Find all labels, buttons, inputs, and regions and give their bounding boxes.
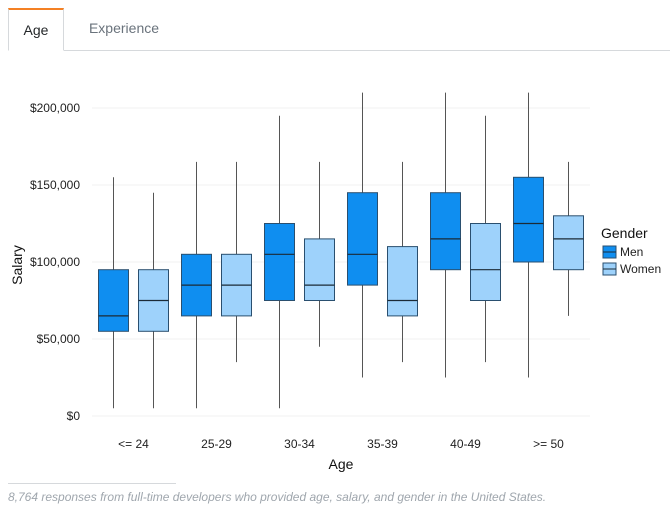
box-men (347, 192, 378, 286)
x-tick-label: 25-29 (201, 437, 232, 451)
x-axis-title: Age (329, 456, 354, 472)
y-tick-label: $50,000 (37, 332, 81, 346)
x-tick-label: 30-34 (284, 437, 315, 451)
box-men (513, 176, 544, 263)
box-women (553, 215, 584, 271)
legend-title: Gender (601, 225, 648, 241)
box-women (470, 223, 501, 301)
y-tick-label: $0 (67, 409, 81, 423)
legend-label-women: Women (620, 262, 661, 276)
tab-bar: Age Experience (8, 8, 670, 51)
y-axis-title: Salary (9, 245, 25, 285)
y-tick-label: $200,000 (30, 101, 80, 115)
legend-label-men: Men (620, 245, 643, 259)
x-tick-label: <= 24 (118, 437, 149, 451)
box-women (304, 238, 335, 301)
tab-age[interactable]: Age (8, 8, 64, 51)
salary-boxplot-chart: $0 $50,000 $100,000 $150,000 $200,000 <= 24 25… (9, 92, 661, 472)
box-men (98, 269, 129, 332)
box-men (264, 223, 295, 301)
box-women (387, 246, 418, 317)
y-tick-label: $150,000 (30, 178, 80, 192)
tab-experience[interactable]: Experience (88, 20, 160, 36)
y-tick-label: $100,000 (30, 255, 80, 269)
x-tick-label: 40-49 (450, 437, 481, 451)
x-tick-label: >= 50 (533, 437, 564, 451)
box-men (430, 192, 461, 271)
footnote: 8,764 responses from full-time developer… (8, 490, 547, 504)
x-tick-label: 35-39 (367, 437, 398, 451)
footnote-divider (8, 483, 176, 484)
